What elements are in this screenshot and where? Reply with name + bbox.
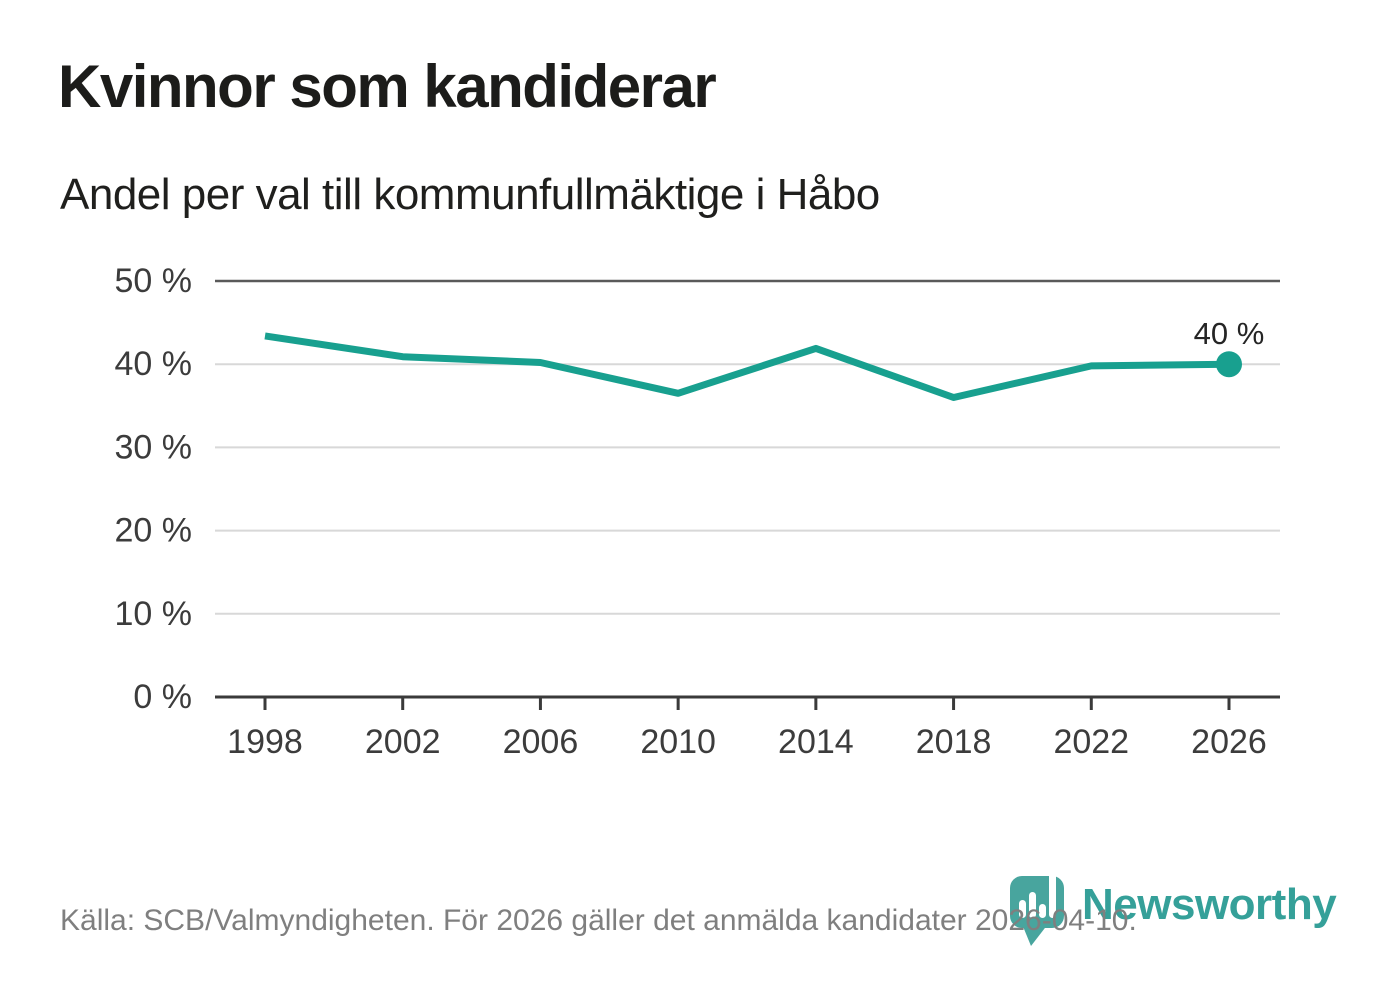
- page-title: Kvinnor som kandiderar: [58, 53, 717, 120]
- y-axis-label-0: 0 %: [133, 678, 192, 716]
- x-axis-label-1998: 1998: [227, 723, 303, 761]
- x-axis-label-2010: 2010: [640, 723, 716, 761]
- end-point-value-label: 40 %: [1194, 316, 1265, 351]
- y-axis-label-40: 40 %: [115, 345, 193, 383]
- pin-bar-3: [1039, 904, 1046, 918]
- end-point-dot: [1216, 351, 1242, 378]
- pin-bar-4: [1049, 872, 1056, 918]
- x-axis-label-2006: 2006: [503, 723, 579, 761]
- x-axis-label-2018: 2018: [916, 723, 992, 761]
- y-axis-label-10: 10 %: [115, 595, 193, 633]
- source-note: Källa: SCB/Valmyndigheten. För 2026 gäll…: [60, 904, 1137, 937]
- newsworthy-pin-barchart-icon: [1010, 872, 1064, 946]
- pin-tail: [1022, 924, 1048, 946]
- pin-bar-2: [1029, 892, 1036, 918]
- brand-name: Newsworthy: [1082, 880, 1337, 929]
- x-axis-label-2014: 2014: [778, 723, 854, 761]
- y-axis-label-50: 50 %: [115, 262, 193, 300]
- newsworthy-logo: Newsworthy: [1008, 872, 1337, 948]
- y-axis-label-20: 20 %: [115, 512, 193, 550]
- pin-bar-1: [1019, 900, 1026, 918]
- x-axis-label-2026: 2026: [1191, 723, 1267, 761]
- data-line-andel-kvinnor-som-kandiderar: [264, 332, 1230, 401]
- page-subtitle: Andel per val till kommunfullmäktige i H…: [60, 170, 880, 219]
- y-axis-label-30: 30 %: [115, 428, 193, 466]
- x-axis-label-2002: 2002: [365, 723, 441, 761]
- x-axis-label-2022: 2022: [1053, 723, 1129, 761]
